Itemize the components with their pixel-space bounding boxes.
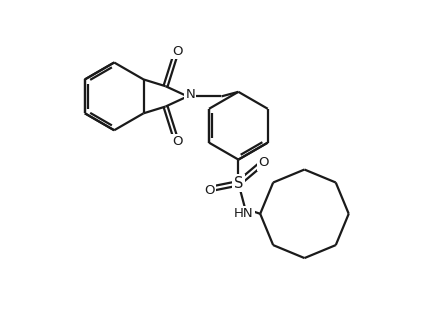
Text: O: O	[258, 156, 269, 169]
Text: N: N	[185, 88, 195, 101]
Text: O: O	[172, 45, 183, 58]
Text: O: O	[204, 184, 215, 197]
Text: S: S	[233, 176, 243, 191]
Text: HN: HN	[233, 207, 253, 220]
Text: O: O	[172, 135, 183, 148]
